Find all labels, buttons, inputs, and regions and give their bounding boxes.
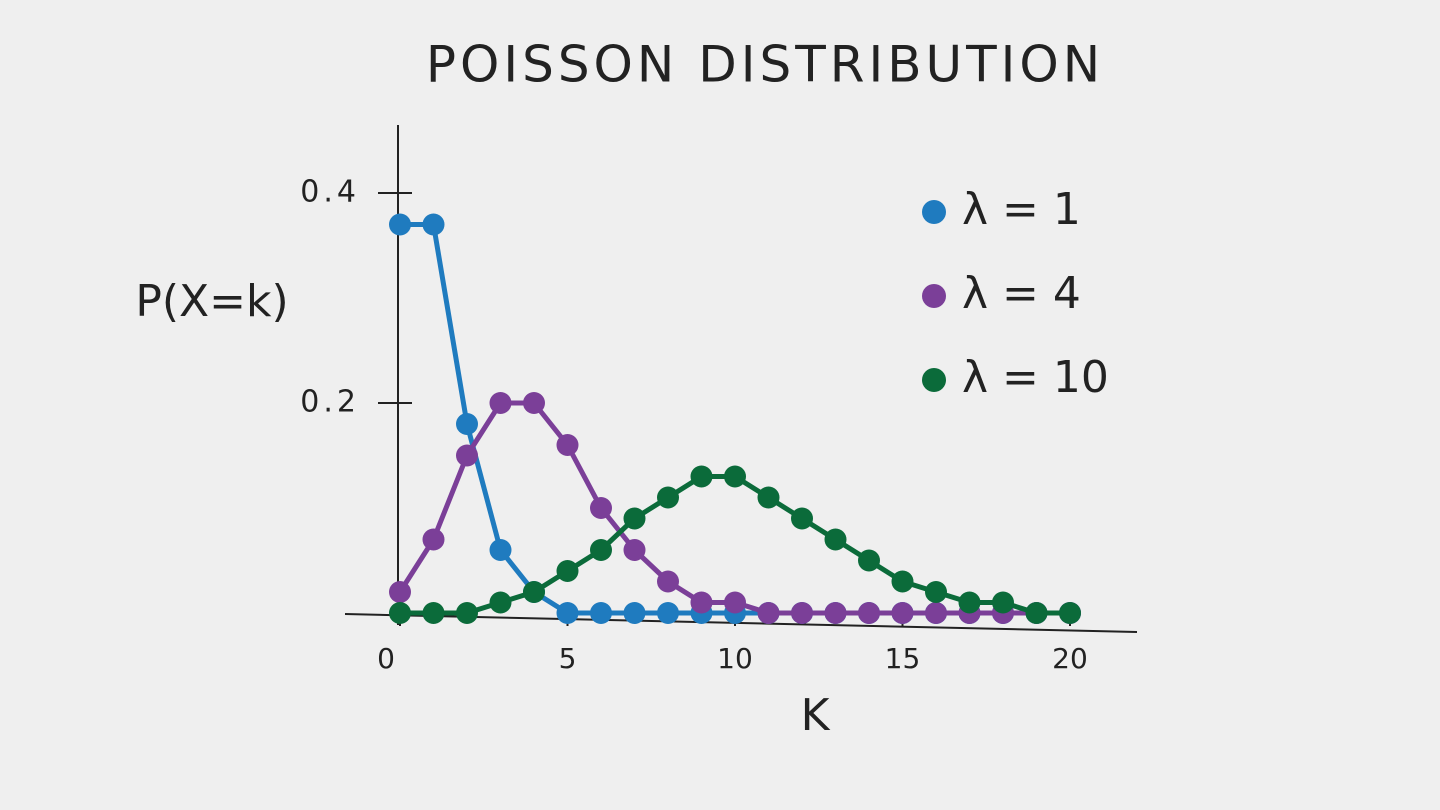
data-point bbox=[623, 602, 646, 624]
data-point bbox=[1059, 602, 1081, 624]
data-point bbox=[489, 539, 512, 561]
data-point bbox=[422, 602, 445, 624]
data-point bbox=[489, 591, 512, 614]
data-point bbox=[858, 602, 880, 624]
data-point bbox=[891, 602, 914, 624]
legend-label: λ = 4 bbox=[962, 268, 1081, 319]
data-point bbox=[623, 507, 646, 530]
data-point bbox=[858, 549, 880, 572]
data-point bbox=[556, 560, 579, 582]
data-point bbox=[791, 602, 813, 624]
legend-marker bbox=[922, 368, 946, 392]
data-point bbox=[724, 465, 746, 488]
legend-marker bbox=[922, 284, 946, 308]
data-point bbox=[590, 539, 612, 561]
data-point bbox=[389, 581, 411, 603]
data-point bbox=[757, 602, 780, 624]
legend-marker bbox=[922, 200, 946, 224]
x-axis-label: K bbox=[801, 690, 831, 741]
data-point bbox=[1025, 602, 1048, 624]
data-point bbox=[657, 570, 679, 593]
data-point bbox=[925, 602, 947, 624]
data-point bbox=[992, 591, 1014, 614]
data-point bbox=[657, 602, 679, 624]
x-tick-label: 10 bbox=[717, 642, 753, 675]
data-point bbox=[958, 591, 981, 614]
data-point bbox=[389, 602, 411, 624]
x-tick-label: 15 bbox=[885, 642, 921, 675]
legend-label: λ = 10 bbox=[962, 352, 1109, 403]
data-point bbox=[456, 602, 478, 624]
y-axis-label: P(X=k) bbox=[135, 276, 288, 327]
data-point bbox=[556, 434, 579, 456]
data-point bbox=[824, 602, 847, 624]
data-point bbox=[489, 392, 512, 414]
data-point bbox=[590, 497, 612, 519]
x-tick-label: 0 bbox=[377, 642, 395, 675]
data-point bbox=[422, 213, 445, 236]
data-point bbox=[590, 602, 612, 624]
y-tick-label: 0.2 bbox=[300, 385, 360, 420]
data-point bbox=[422, 528, 445, 551]
data-point bbox=[556, 602, 579, 624]
data-point bbox=[690, 465, 713, 488]
data-point bbox=[824, 528, 847, 551]
data-point bbox=[724, 591, 746, 614]
data-point bbox=[891, 570, 914, 593]
x-tick-label: 5 bbox=[559, 642, 577, 675]
data-point bbox=[523, 392, 545, 414]
data-point bbox=[925, 581, 947, 603]
data-point bbox=[623, 539, 646, 561]
data-point bbox=[523, 581, 545, 603]
data-point bbox=[456, 444, 478, 467]
legend-label: λ = 1 bbox=[962, 184, 1081, 235]
data-point bbox=[791, 507, 813, 530]
chart-title: POISSON DISTRIBUTION bbox=[426, 36, 1104, 94]
data-point bbox=[657, 486, 679, 509]
data-point bbox=[690, 591, 713, 614]
x-tick-label: 20 bbox=[1052, 642, 1088, 675]
data-point bbox=[456, 413, 478, 435]
data-point bbox=[389, 213, 411, 236]
data-point bbox=[757, 486, 780, 509]
y-tick-label: 0.4 bbox=[300, 175, 360, 210]
